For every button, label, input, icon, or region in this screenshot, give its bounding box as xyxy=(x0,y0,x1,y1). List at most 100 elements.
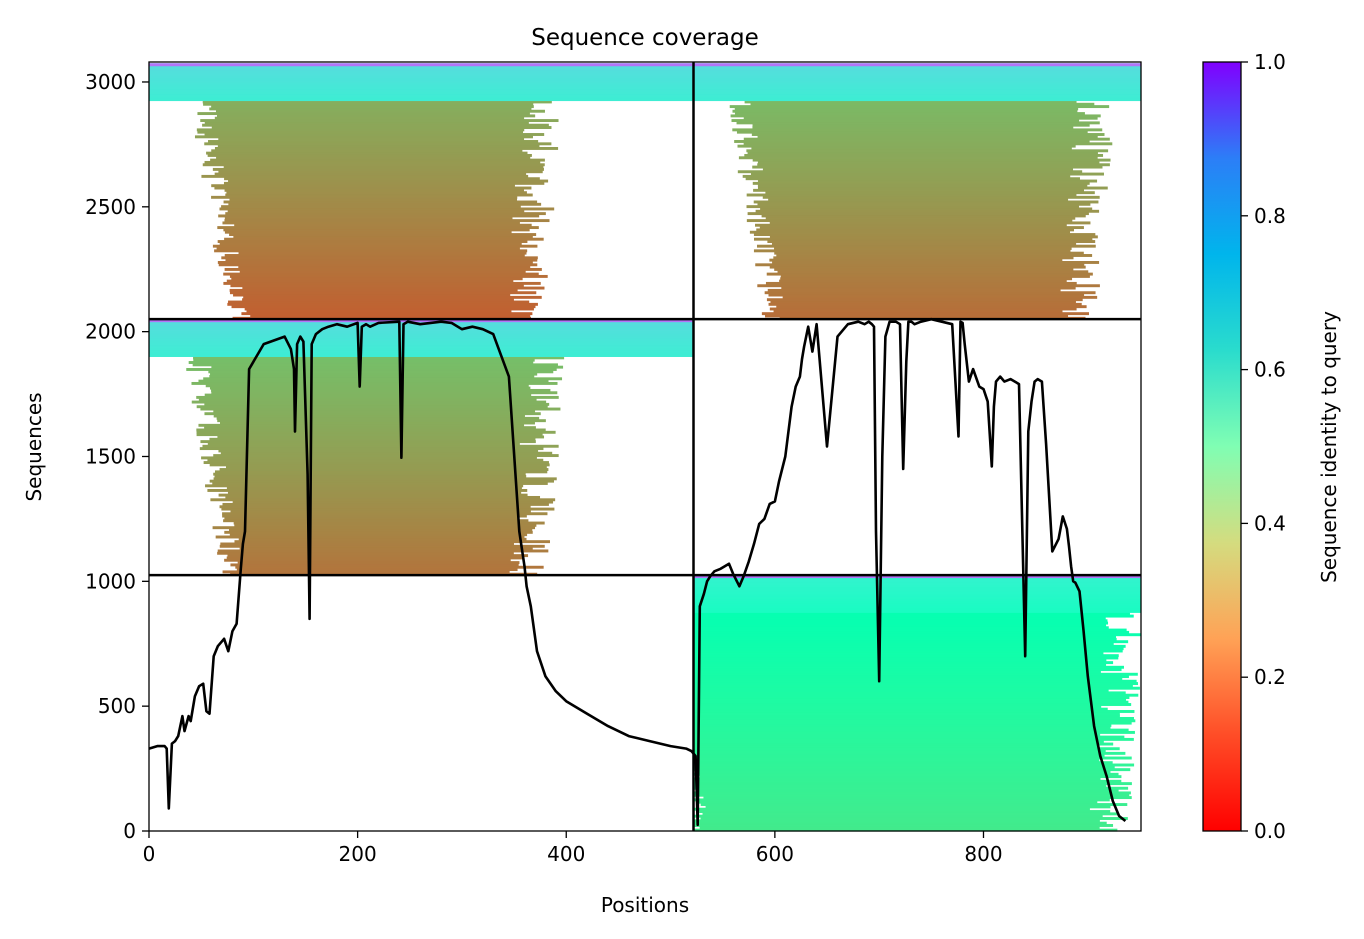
coverage-strip xyxy=(149,337,694,341)
coverage-strip xyxy=(214,249,528,253)
coverage-strip xyxy=(693,621,1109,625)
coverage-strip xyxy=(693,637,1117,641)
coverage-strip xyxy=(207,442,520,446)
coverage-strip xyxy=(750,172,1104,176)
x-tick-label: 400 xyxy=(547,842,585,866)
coverage-strip xyxy=(214,147,559,150)
coverage-strip xyxy=(223,228,530,232)
coverage-strip xyxy=(149,72,694,76)
coverage-strip xyxy=(149,347,694,351)
coverage-strip xyxy=(222,514,527,518)
coverage-strip xyxy=(752,165,1103,169)
coverage-strip xyxy=(226,279,514,283)
coverage-strip xyxy=(731,119,1080,123)
coverage-strip xyxy=(224,558,511,562)
coverage-strip xyxy=(234,523,537,527)
coverage-strip xyxy=(220,542,514,546)
coverage-strip xyxy=(771,242,1077,246)
coverage-strip xyxy=(203,377,563,381)
coverage-strip xyxy=(693,744,1099,748)
coverage-strip xyxy=(693,609,1141,613)
coverage-strip xyxy=(217,226,539,230)
coverage-strip xyxy=(734,107,1079,111)
coverage-strip xyxy=(218,137,525,141)
coverage-strip xyxy=(198,423,525,427)
coverage-strip xyxy=(744,153,1104,157)
coverage-strip xyxy=(693,665,1124,669)
coverage-strip xyxy=(729,105,1110,109)
coverage-strip xyxy=(229,528,533,532)
coverage-strip xyxy=(693,651,1104,655)
coverage-strip xyxy=(755,209,1100,213)
coverage-strip xyxy=(781,286,1076,290)
coverage-strip xyxy=(234,540,550,544)
coverage-strip xyxy=(218,449,539,453)
coverage-strip xyxy=(730,114,1101,118)
coverage-strip xyxy=(204,160,541,164)
coverage-strip xyxy=(693,749,1106,753)
coverage-strip xyxy=(225,212,546,216)
coverage-strip xyxy=(192,363,558,367)
coverage-strip xyxy=(212,526,536,530)
coverage-strip xyxy=(212,167,544,171)
coverage-strip xyxy=(693,698,1127,702)
y-tick-label: 0 xyxy=(123,819,136,843)
coverage-strip xyxy=(773,309,1063,313)
coverage-strip xyxy=(693,626,1109,630)
coverage-strip xyxy=(211,126,552,129)
coverage-strip xyxy=(751,147,1072,150)
coverage-strip xyxy=(737,144,1076,148)
coverage-strip xyxy=(149,349,694,353)
coverage-strip xyxy=(198,398,537,402)
coverage-strip xyxy=(761,214,1086,218)
coverage-strip xyxy=(756,244,1096,248)
coverage-strip xyxy=(149,354,694,357)
coverage-strip xyxy=(229,291,537,295)
coverage-strip xyxy=(236,568,518,572)
coverage-strip xyxy=(693,740,1104,744)
colorbar-tick-label: 0.4 xyxy=(1254,511,1286,535)
coverage-strip xyxy=(757,284,1100,288)
coverage-strip xyxy=(693,735,1125,739)
coverage-strip xyxy=(693,765,1115,769)
coverage-strip xyxy=(768,302,1082,306)
coverage-strip xyxy=(213,472,526,476)
coverage-strip xyxy=(757,202,1091,206)
coverage-strip xyxy=(225,193,533,197)
coverage-strip xyxy=(751,133,1105,136)
coverage-strip xyxy=(769,265,1086,269)
coverage-strip xyxy=(224,230,512,234)
coverage-strip xyxy=(769,235,1098,239)
coverage-strip xyxy=(204,393,532,397)
coverage-strip xyxy=(693,758,1100,762)
coverage-strip xyxy=(204,426,536,430)
coverage-strip xyxy=(191,381,558,385)
coverage-strip xyxy=(693,67,1141,71)
coverage-strip xyxy=(693,79,1141,83)
coverage-strip xyxy=(222,221,520,225)
coverage-strip xyxy=(777,270,1089,274)
coverage-strip xyxy=(214,470,548,474)
coverage-strip xyxy=(693,77,1141,81)
coverage-strip xyxy=(201,456,537,460)
colorbar-label: Sequence identity to query xyxy=(1317,311,1341,583)
coverage-strip xyxy=(762,195,1100,199)
coverage-strip xyxy=(693,682,1138,686)
coverage-strip xyxy=(693,603,1141,606)
coverage-strip xyxy=(231,305,536,309)
coverage-strip xyxy=(213,409,536,413)
coverage-strip xyxy=(736,130,1088,134)
coverage-strip xyxy=(767,288,1061,292)
coverage-strip xyxy=(227,302,538,306)
coverage-strip xyxy=(202,163,545,167)
coverage-strip xyxy=(693,658,1107,662)
coverage-strip xyxy=(198,379,549,383)
coverage-strip xyxy=(202,100,552,104)
coverage-strip xyxy=(693,600,1141,604)
coverage-strip xyxy=(149,67,694,71)
coverage-strip xyxy=(196,430,556,434)
coverage-strip xyxy=(693,714,1120,718)
coverage-strip xyxy=(782,295,1098,299)
coverage-strip xyxy=(228,300,530,304)
